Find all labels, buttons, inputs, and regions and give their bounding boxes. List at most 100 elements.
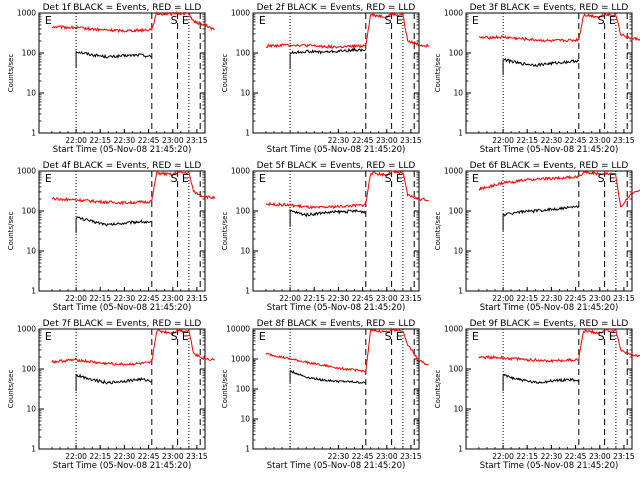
y-axis-label: Counts/sec [434,54,442,93]
marker-label: S [598,330,605,343]
marker-label: E [609,172,616,185]
x-tick-label: 22:45 [352,136,374,145]
marker-label: E [609,330,616,343]
x-tick-label: 23:00 [589,294,611,303]
detector-panel-2: Det 2f BLACK = Events, RED = LLD Counts/s… [221,3,430,155]
x-tick-label: 22:45 [565,136,587,145]
plot-frame [38,12,206,134]
series-events-line [289,369,367,384]
series-events-line [502,373,580,392]
y-axis-label: Counts/sec [221,370,229,409]
plot-frame [465,12,633,134]
y-tick-label: 1 [31,287,36,296]
series-lld-line [51,170,216,206]
series-lld-line [265,11,430,50]
marker-label: E [45,172,52,185]
series-lld-line [478,12,640,43]
marker-label: S [598,14,605,27]
series-events-line [502,205,580,231]
y-tick-label: 1 [245,129,250,138]
marker-label: E [259,330,266,343]
marker-label: E [259,14,266,27]
x-tick-label: 23:00 [589,452,611,461]
y-axis-label: Counts/sec [221,212,229,251]
series-lld-line [51,327,216,366]
x-tick-label: 22:30 [328,136,350,145]
x-tick-label: 22:00 [65,452,87,461]
x-tick-label: 23:00 [376,294,398,303]
y-tick-label: 10000 [226,325,250,334]
panel-title: Det 5f BLACK = Events, RED = LLD [257,161,416,171]
y-tick-label: 1000 [444,325,463,334]
x-tick-label: 22:00 [65,294,87,303]
x-tick-label: 22:15 [516,136,538,145]
detector-panel-5: Det 5f BLACK = Events, RED = LLD Counts/s… [221,161,429,313]
y-tick-label: 1000 [231,355,250,364]
panel-title: Det 4f BLACK = Events, RED = LLD [43,161,202,171]
panel-title: Det 3f BLACK = Events, RED = LLD [470,3,629,13]
x-tick-label: 23:15 [186,136,208,145]
y-tick-label: 100 [22,365,37,374]
y-tick-label: 1 [458,287,463,296]
y-tick-label: 10 [26,89,36,98]
marker-label: S [385,14,392,27]
y-tick-label: 1 [458,445,463,454]
y-tick-label: 10 [240,89,250,98]
plot-frame [252,170,420,292]
marker-label: S [385,330,392,343]
x-tick-label: 22:30 [541,294,563,303]
series-lld-line [478,328,640,364]
x-tick-label: 22:30 [541,136,563,145]
x-tick-label: 22:00 [65,136,87,145]
y-tick-label: 10 [453,89,463,98]
x-axis-label: Start Time (05-Nov-08 21:45:20) [267,461,406,471]
marker-label: S [385,172,392,185]
y-tick-label: 100 [449,365,464,374]
x-tick-label: 22:45 [352,294,374,303]
marker-label: E [472,172,479,185]
x-tick-label: 22:30 [114,452,136,461]
marker-label: E [182,330,189,343]
x-tick-label: 23:15 [400,452,422,461]
y-tick-label: 10 [26,405,36,414]
x-axis-label: Start Time (05-Nov-08 21:45:20) [480,461,619,471]
marker-label: E [396,14,403,27]
x-tick-label: 23:00 [376,452,398,461]
plot-frame [38,170,206,292]
x-tick-label: 22:00 [492,136,514,145]
y-tick-label: 1000 [17,167,36,176]
x-tick-label: 22:45 [138,452,160,461]
series-events-line [502,58,580,76]
x-tick-label: 22:45 [565,294,587,303]
plot-frame [38,328,206,450]
x-tick-label: 23:00 [162,294,184,303]
y-tick-label: 1000 [444,9,463,18]
x-tick-label: 22:45 [138,136,160,145]
x-tick-label: 22:45 [352,452,374,461]
x-axis-label: Start Time (05-Nov-08 21:45:20) [267,303,406,313]
x-tick-label: 23:15 [186,294,208,303]
x-tick-label: 23:00 [162,136,184,145]
detector-panel-6: Det 6f BLACK = Events, RED = LLD Counts/s… [434,161,640,313]
y-tick-label: 1000 [17,9,36,18]
y-tick-label: 100 [22,49,37,58]
marker-label: E [472,330,479,343]
plot-frame [252,328,420,450]
plot-frame [465,170,633,292]
x-tick-label: 23:15 [400,294,422,303]
y-tick-label: 100 [22,207,37,216]
detector-panel-4: Det 4f BLACK = Events, RED = LLD Counts/s… [7,161,216,313]
x-axis-label: Start Time (05-Nov-08 21:45:20) [53,461,192,471]
x-tick-label: 23:15 [613,136,635,145]
marker-label: E [45,14,52,27]
series-lld-line [265,170,429,210]
series-lld-line [478,169,640,208]
x-tick-label: 22:45 [138,294,160,303]
y-axis-label: Counts/sec [7,370,15,409]
x-tick-label: 23:15 [400,136,422,145]
y-axis-label: Counts/sec [221,54,229,93]
marker-label: S [171,172,178,185]
marker-label: S [598,172,605,185]
y-axis-label: Counts/sec [434,212,442,251]
